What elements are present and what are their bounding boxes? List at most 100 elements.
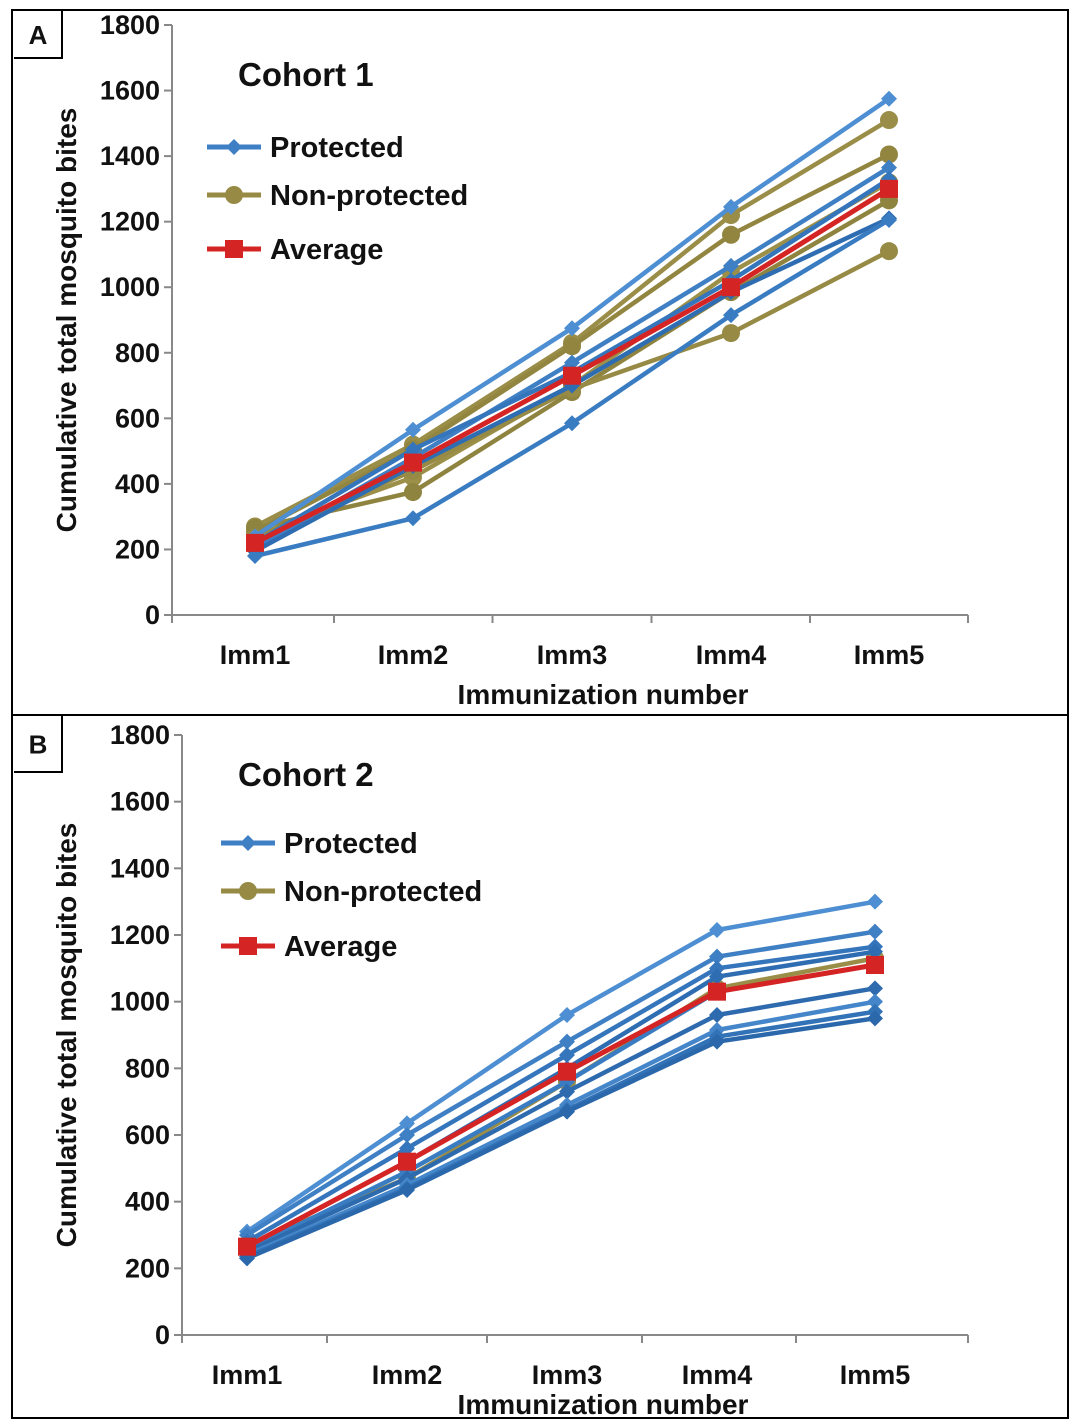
x-tick-label: Imm5	[840, 1360, 911, 1390]
data-point	[709, 1033, 725, 1050]
y-tick-label: 1800	[110, 720, 170, 750]
data-point	[399, 1127, 415, 1143]
data-point	[723, 257, 739, 274]
data-point	[867, 980, 883, 997]
y-axis-title: Cumulative total mosquito bites	[51, 823, 82, 1248]
y-tick-label: 600	[125, 1120, 170, 1150]
data-point	[564, 415, 580, 432]
y-tick-label: 1400	[110, 853, 170, 883]
legend-marker	[240, 835, 256, 851]
panel-letter-box	[14, 715, 63, 773]
chart-title: Cohort 1	[238, 56, 374, 93]
data-point	[722, 278, 740, 297]
y-tick-label: 1600	[100, 76, 160, 106]
data-point	[398, 1152, 416, 1171]
data-point	[564, 320, 580, 337]
data-point	[709, 960, 725, 977]
legend-marker	[239, 882, 257, 900]
legend-item-average: Average	[207, 234, 383, 266]
data-point	[709, 922, 725, 938]
data-point	[708, 982, 726, 1001]
data-point	[709, 968, 725, 985]
x-tick-label: Imm3	[537, 640, 608, 670]
y-tick-label: 400	[125, 1187, 170, 1217]
x-tick-label: Imm4	[682, 1360, 753, 1390]
y-tick-label: 200	[115, 534, 160, 564]
x-tick-label: Imm5	[854, 640, 925, 670]
y-tick-label: 0	[145, 600, 160, 630]
y-tick-label: 1000	[100, 272, 160, 302]
data-point	[564, 354, 580, 371]
data-point	[880, 145, 898, 164]
data-point	[405, 441, 421, 458]
y-tick-label: 1000	[110, 987, 170, 1017]
data-point	[559, 1047, 575, 1063]
x-tick-label: Imm2	[372, 1360, 443, 1390]
y-tick-label: 1600	[110, 787, 170, 817]
y-tick-label: 200	[125, 1253, 170, 1283]
data-point	[881, 159, 897, 176]
data-point	[559, 1103, 575, 1120]
data-point	[867, 893, 883, 910]
data-point	[880, 179, 898, 198]
data-point	[404, 483, 422, 502]
legend-item-average: Average	[221, 931, 397, 963]
data-point	[399, 1115, 415, 1132]
legend-marker	[239, 937, 257, 955]
legend-label: Average	[270, 234, 383, 266]
data-point	[399, 1182, 415, 1198]
legend-item-protected: Protected	[207, 132, 404, 164]
data-point	[867, 993, 883, 1010]
data-point	[722, 324, 740, 343]
data-point	[246, 533, 264, 552]
legend-marker	[226, 139, 242, 155]
data-point	[867, 943, 883, 960]
data-point	[405, 510, 421, 527]
legend-label: Protected	[270, 132, 404, 164]
data-point	[709, 948, 725, 965]
data-point	[722, 225, 740, 244]
y-tick-label: 1200	[110, 920, 170, 950]
data-point	[559, 1033, 575, 1050]
data-point	[247, 548, 263, 564]
y-tick-label: 1200	[100, 207, 160, 237]
x-tick-label: Imm2	[378, 640, 449, 670]
series-average-10	[246, 179, 898, 552]
data-point	[238, 1237, 256, 1256]
y-tick-label: 0	[155, 1320, 170, 1350]
panel-letter: A	[29, 20, 48, 50]
x-axis-title: Immunization number	[458, 1389, 749, 1420]
series-line	[253, 96, 891, 539]
data-point	[881, 212, 897, 229]
y-axis-title: Cumulative total mosquito bites	[51, 108, 82, 533]
legend-label: Average	[284, 931, 397, 963]
y-tick-label: 1800	[100, 10, 160, 40]
series-protected-0	[239, 893, 883, 1240]
data-point	[404, 453, 422, 472]
x-tick-label: Imm1	[212, 1360, 283, 1390]
legend-item-protected: Protected	[221, 828, 418, 860]
data-point	[866, 956, 884, 974]
y-tick-label: 1400	[100, 141, 160, 171]
y-tick-label: 600	[115, 403, 160, 433]
series-protected-8	[239, 1010, 883, 1267]
legend-marker	[225, 186, 243, 204]
legend-marker	[225, 240, 243, 258]
chart-panel-b: B 0 200 400 600 800 1000 1200 1400 1600 1800 Imm1 Im…	[14, 715, 969, 1420]
y-tick-label: 800	[115, 338, 160, 368]
legend-item-non-protected: Non-protected	[207, 180, 468, 212]
panel-letter: B	[29, 730, 48, 760]
data-point	[559, 1007, 575, 1023]
y-tick-label: 800	[125, 1053, 170, 1083]
legend-label: Non-protected	[284, 876, 482, 908]
x-tick-label: Imm1	[220, 640, 291, 670]
data-point	[709, 1007, 725, 1023]
x-tick-label: Imm4	[696, 640, 767, 670]
data-point	[881, 90, 897, 107]
data-point	[880, 242, 898, 261]
data-point	[723, 198, 739, 215]
series-average-10	[238, 956, 884, 1256]
data-point	[880, 111, 898, 130]
